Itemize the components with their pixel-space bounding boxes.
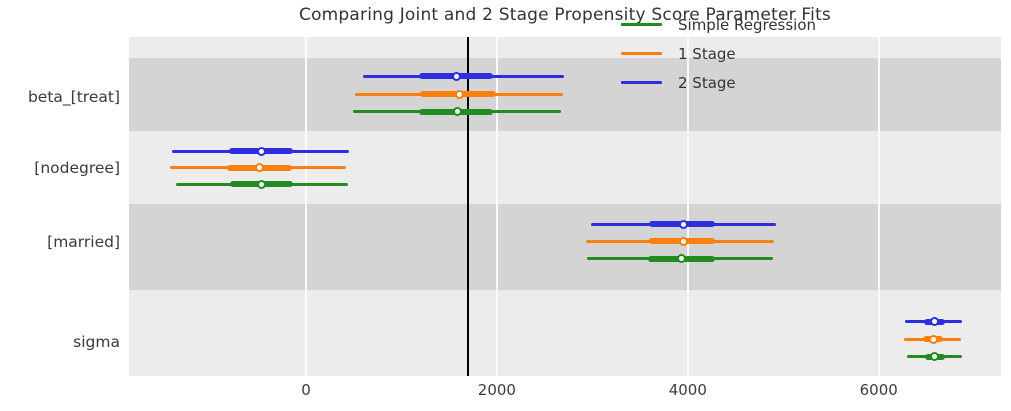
mean-marker: [452, 71, 462, 81]
x-tick-label: 0: [301, 381, 311, 399]
legend: Simple Regression 1 Stage 2 Stage: [621, 10, 816, 97]
y-axis-label: beta_[treat]: [27, 88, 120, 106]
x-gridline: [495, 37, 498, 376]
legend-label: Simple Regression: [678, 15, 817, 34]
plot-area: [129, 37, 1001, 376]
legend-line-swatch: [621, 52, 662, 55]
legend-label: 2 Stage: [678, 73, 736, 92]
legend-entry: 2 Stage: [621, 68, 816, 97]
legend-entry: 1 Stage: [621, 39, 816, 68]
mean-marker: [929, 334, 939, 344]
legend-label: 1 Stage: [678, 44, 736, 63]
mean-marker: [256, 146, 266, 156]
x-gridline: [877, 37, 880, 376]
x-gridline: [686, 37, 689, 376]
mean-marker: [679, 219, 689, 229]
shaded-band: [129, 58, 1001, 131]
y-axis-label: [nodegree]: [34, 159, 120, 177]
legend-line-swatch: [621, 23, 662, 26]
x-gridline: [304, 37, 307, 376]
legend-entry: Simple Regression: [621, 10, 816, 39]
legend-line-swatch: [621, 81, 662, 84]
mean-marker: [676, 254, 686, 264]
reference-line: [467, 37, 470, 376]
mean-marker: [256, 179, 266, 189]
mean-marker: [254, 163, 264, 173]
x-tick-label: 6000: [859, 381, 898, 399]
mean-marker: [929, 317, 939, 327]
mean-marker: [678, 236, 688, 246]
y-axis-label: [married]: [47, 233, 120, 251]
mean-marker: [455, 89, 465, 99]
mean-marker: [452, 107, 462, 117]
shaded-band: [129, 204, 1001, 290]
y-axis-label: sigma: [73, 333, 120, 351]
x-tick-label: 4000: [668, 381, 707, 399]
mean-marker: [929, 352, 939, 362]
chart-title: Comparing Joint and 2 Stage Propensity S…: [299, 5, 831, 25]
x-tick-label: 2000: [477, 381, 516, 399]
